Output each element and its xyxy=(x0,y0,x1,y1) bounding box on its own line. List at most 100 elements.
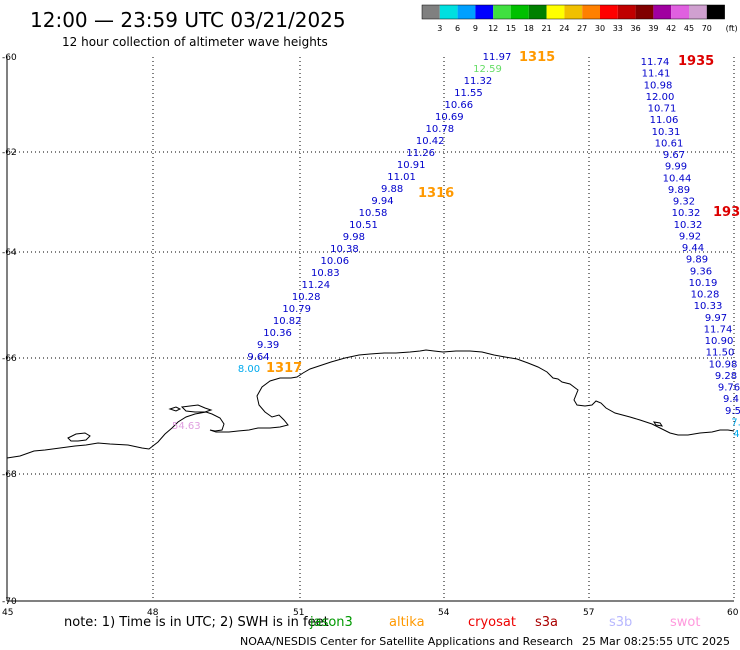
wave-height-label: 9.97 xyxy=(705,313,727,324)
scale-label: 30 xyxy=(595,24,605,33)
wave-height-label: 9.67 xyxy=(663,150,685,161)
wave-height-label: 4. xyxy=(733,429,740,440)
scale-swatch xyxy=(671,5,689,19)
satellite-name-s3b: s3b xyxy=(609,615,632,630)
altimeter-tracks: 11.9712.5911.3211.5510.6610.6910.7810.42… xyxy=(172,50,740,440)
wave-height-label: 9.92 xyxy=(679,231,701,242)
footer-credit: NOAA/NESDIS Center for Satellite Applica… xyxy=(240,635,573,648)
footer-timestamp: 25 Mar 08:25:55 UTC 2025 xyxy=(582,635,730,648)
wave-height-label: 10.33 xyxy=(694,301,723,312)
scale-swatch xyxy=(546,5,565,19)
wave-height-label: 9.88 xyxy=(381,184,403,195)
graticule xyxy=(7,57,735,601)
scale-swatch xyxy=(689,5,707,19)
wave-height-label: 10.83 xyxy=(311,268,340,279)
pass-time-label: 1316 xyxy=(418,186,454,201)
wave-height-label: 11.55 xyxy=(454,88,483,99)
wave-height-label: 10.38 xyxy=(330,244,359,255)
wave-height-label: 10.66 xyxy=(444,100,473,111)
wave-height-label: 11.26 xyxy=(406,148,435,159)
scale-label: 33 xyxy=(613,24,623,33)
lon-label-51: 51 xyxy=(293,608,304,618)
lat-label-64: -64 xyxy=(2,248,17,258)
wave-height-label: 7. xyxy=(731,417,740,428)
scale-label: 42 xyxy=(666,24,676,33)
pass-time-label: 1317 xyxy=(266,361,302,376)
lat-label-68: -68 xyxy=(2,470,17,480)
wave-height-label: 10.28 xyxy=(292,292,321,303)
scale-unit: (ft) xyxy=(726,24,738,33)
lat-label-66: -66 xyxy=(2,354,17,364)
scale-swatch xyxy=(457,5,476,19)
color-scale-legend: 3 6 9 12 15 18 21 24 27 30 33 36 39 42 45 70 (ft) xyxy=(421,4,738,33)
wave-height-label: 11.97 xyxy=(483,52,512,63)
wave-height-label: 9.89 xyxy=(686,255,708,266)
wave-height-label: 10.51 xyxy=(349,220,378,231)
antarctica-coastline xyxy=(6,349,735,459)
footer-note: note: 1) Time is in UTC; 2) SWH is in fe… xyxy=(64,615,329,630)
lon-label-60: 60 xyxy=(727,608,739,618)
wave-height-label: 54.63 xyxy=(172,421,201,432)
scale-swatch xyxy=(475,5,494,19)
wave-height-label: 9.99 xyxy=(665,162,687,173)
scale-label: 45 xyxy=(684,24,694,33)
wave-height-label: 12.00 xyxy=(646,92,675,103)
wave-height-label: 9.89 xyxy=(668,185,690,196)
wave-height-label: 10.58 xyxy=(359,208,388,219)
scale-swatch xyxy=(600,5,618,19)
lon-label-54: 54 xyxy=(438,608,450,618)
scale-swatch xyxy=(635,5,654,19)
lat-label-62: -62 xyxy=(2,148,17,158)
wave-height-label: 11.74 xyxy=(641,57,670,68)
scale-swatch xyxy=(422,5,440,19)
wave-height-label: 10.98 xyxy=(644,80,673,91)
wave-height-label: 9.4 xyxy=(723,394,739,405)
wave-height-label: 9.36 xyxy=(690,266,712,277)
scale-label: 36 xyxy=(631,24,641,33)
scale-label: 6 xyxy=(455,24,460,33)
wave-height-label: 10.98 xyxy=(709,359,738,370)
scale-label: 12 xyxy=(488,24,498,33)
wave-height-label: 9.28 xyxy=(715,371,737,382)
wave-height-label: 11.74 xyxy=(704,324,733,335)
satellite-name-jason3: jason3 xyxy=(309,615,353,630)
scale-swatch xyxy=(706,5,725,19)
scale-label: 15 xyxy=(506,24,516,33)
wave-height-label: 10.61 xyxy=(655,138,684,149)
wave-height-label: 11.50 xyxy=(706,348,735,359)
scale-label: 39 xyxy=(648,24,658,33)
wave-height-label: 10.42 xyxy=(416,136,445,147)
map-frame xyxy=(6,57,734,602)
map-title: 12:00 — 23:59 UTC 03/21/2025 xyxy=(30,8,346,32)
lon-label-45: 45 xyxy=(2,608,13,618)
scale-swatch xyxy=(493,5,511,19)
wave-height-label: 10.69 xyxy=(435,112,464,123)
scale-label: 27 xyxy=(577,24,587,33)
lon-label-57: 57 xyxy=(583,608,594,618)
wave-height-label: 10.78 xyxy=(425,124,454,135)
scale-label: 24 xyxy=(559,24,569,33)
satellite-name-cryosat: cryosat xyxy=(468,615,516,630)
wave-height-label: 11.01 xyxy=(387,172,416,183)
pass-time-label: 193 xyxy=(713,205,740,220)
scale-swatch xyxy=(439,5,458,19)
scale-label: 3 xyxy=(437,24,442,33)
wave-height-label: 9.44 xyxy=(682,243,704,254)
wave-height-label: 11.24 xyxy=(301,280,330,291)
lon-label-48: 48 xyxy=(147,608,159,618)
wave-height-label: 11.32 xyxy=(464,76,493,87)
scale-label: 70 xyxy=(702,24,712,33)
scale-swatch xyxy=(653,5,672,19)
scale-label: 9 xyxy=(473,24,478,33)
wave-height-label: 9.64 xyxy=(247,352,269,363)
satellite-legend: jason3 altika cryosat s3a s3b swot xyxy=(309,615,700,630)
pass-time-label: 1315 xyxy=(519,50,555,65)
lat-label-60: -60 xyxy=(2,53,17,63)
satellite-name-s3a: s3a xyxy=(535,615,558,630)
wave-height-label: 10.28 xyxy=(691,290,720,301)
wave-height-label: 10.90 xyxy=(705,336,734,347)
scale-swatch xyxy=(617,5,636,19)
satellite-name-swot: swot xyxy=(670,615,700,630)
wave-height-label: 8.00 xyxy=(238,364,260,375)
wave-height-label: 10.06 xyxy=(320,256,349,267)
